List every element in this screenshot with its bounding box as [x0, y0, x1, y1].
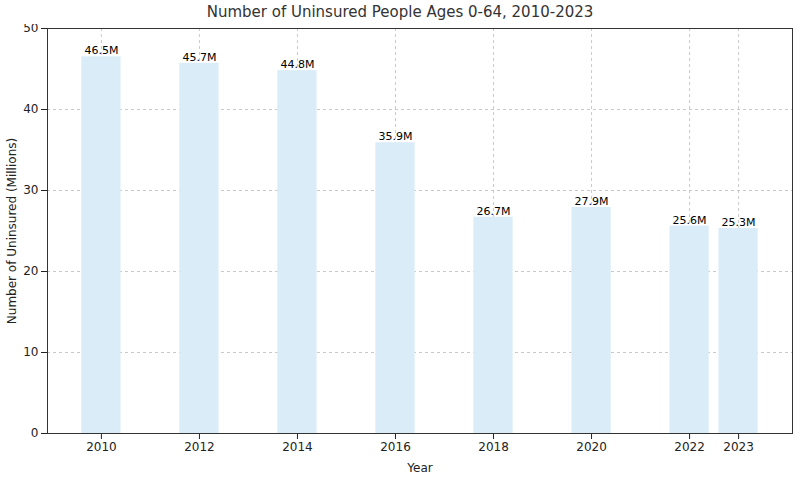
svg-text:Number of Uninsured (Millions): Number of Uninsured (Millions)	[5, 138, 19, 324]
svg-text:27.9M: 27.9M	[575, 195, 609, 208]
svg-text:2022: 2022	[674, 440, 705, 454]
svg-text:20: 20	[23, 264, 38, 278]
svg-text:25.6M: 25.6M	[673, 214, 707, 227]
svg-text:2010: 2010	[86, 440, 117, 454]
svg-text:45.7M: 45.7M	[182, 51, 216, 64]
svg-text:Year: Year	[406, 461, 432, 475]
svg-text:44.8M: 44.8M	[280, 58, 314, 71]
svg-text:2014: 2014	[282, 440, 313, 454]
svg-text:2018: 2018	[478, 440, 509, 454]
svg-text:46.5M: 46.5M	[84, 44, 118, 57]
svg-text:0: 0	[31, 426, 39, 440]
svg-text:30: 30	[23, 183, 38, 197]
svg-text:26.7M: 26.7M	[477, 205, 511, 218]
svg-text:40: 40	[23, 102, 38, 116]
svg-text:2016: 2016	[380, 440, 411, 454]
svg-text:2020: 2020	[576, 440, 607, 454]
svg-text:2012: 2012	[184, 440, 215, 454]
html-text:Number of Uninsured People Age: Number of Uninsured People Ages 0-64, 20…	[206, 3, 594, 21]
svg-text:50: 50	[23, 24, 38, 35]
svg-text:25.3M: 25.3M	[722, 216, 756, 229]
svg-text:35.9M: 35.9M	[379, 130, 413, 143]
svg-text:2023: 2023	[723, 440, 754, 454]
svg-text:10: 10	[23, 345, 38, 359]
